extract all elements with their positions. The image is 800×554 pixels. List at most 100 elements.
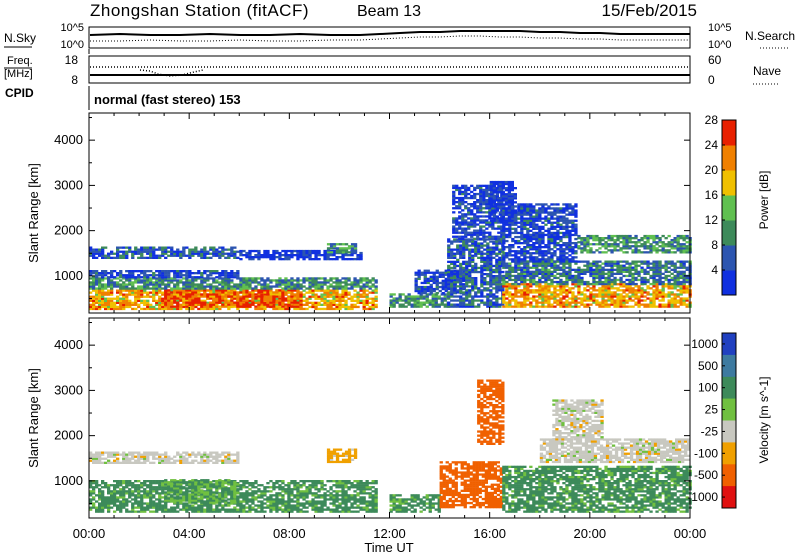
data-cell bbox=[616, 243, 620, 246]
data-cell bbox=[550, 235, 554, 239]
data-cell bbox=[520, 235, 524, 239]
data-cell bbox=[356, 281, 360, 284]
data-cell bbox=[604, 237, 608, 240]
data-cell bbox=[592, 276, 596, 280]
data-cell bbox=[420, 289, 424, 293]
data-cell bbox=[625, 287, 629, 290]
data-cell bbox=[368, 279, 372, 282]
data-cell bbox=[462, 262, 466, 266]
data-cell bbox=[550, 278, 554, 282]
data-cell bbox=[158, 277, 162, 280]
data-cell bbox=[242, 281, 246, 284]
data-cell bbox=[679, 272, 683, 275]
data-cell bbox=[182, 285, 186, 288]
data-cell bbox=[170, 297, 174, 300]
data-cell bbox=[631, 251, 635, 254]
data-cell bbox=[604, 251, 608, 254]
data-cell bbox=[341, 249, 346, 252]
data-cell bbox=[134, 250, 138, 253]
data-cell bbox=[598, 276, 602, 280]
data-cell bbox=[359, 256, 363, 259]
data-cell bbox=[143, 285, 147, 288]
data-cell bbox=[212, 279, 216, 282]
data-cell bbox=[538, 283, 542, 286]
data-cell bbox=[505, 246, 509, 249]
data-cell bbox=[682, 272, 686, 275]
data-cell bbox=[649, 268, 653, 271]
data-cell bbox=[637, 241, 641, 244]
data-cell bbox=[353, 305, 357, 309]
data-cell bbox=[230, 295, 234, 298]
data-cell bbox=[502, 276, 506, 280]
data-cell bbox=[658, 274, 662, 278]
data-cell bbox=[532, 237, 536, 241]
data-cell bbox=[508, 278, 512, 282]
data-cell bbox=[586, 262, 590, 265]
data-cell bbox=[305, 287, 309, 290]
data-cell bbox=[526, 285, 530, 288]
data-cell bbox=[553, 209, 557, 212]
data-cell bbox=[95, 293, 99, 296]
data-cell bbox=[483, 248, 487, 251]
data-cell bbox=[245, 285, 249, 288]
data-cell bbox=[101, 301, 105, 304]
data-cell bbox=[143, 283, 147, 286]
data-cell bbox=[212, 285, 216, 288]
data-cell bbox=[679, 276, 683, 280]
data-cell bbox=[532, 231, 536, 235]
data-cell bbox=[652, 278, 656, 282]
data-cell bbox=[131, 301, 135, 304]
data-cell bbox=[574, 280, 578, 284]
data-cell bbox=[502, 266, 506, 269]
data-cell bbox=[329, 254, 333, 257]
data-cell bbox=[498, 273, 502, 276]
data-cell bbox=[511, 274, 515, 278]
data-cell bbox=[296, 251, 300, 255]
data-cell bbox=[464, 219, 468, 222]
data-cell bbox=[477, 244, 481, 247]
data-cell bbox=[164, 301, 168, 304]
data-cell bbox=[610, 234, 614, 238]
data-cell bbox=[450, 285, 454, 288]
data-cell bbox=[565, 282, 569, 286]
data-cell bbox=[532, 209, 536, 212]
data-cell bbox=[523, 287, 527, 290]
data-cell bbox=[495, 242, 499, 245]
data-cell bbox=[601, 285, 605, 288]
data-cell bbox=[577, 289, 581, 292]
data-cell bbox=[559, 254, 563, 257]
data-cell bbox=[535, 217, 539, 220]
data-cell bbox=[526, 203, 530, 206]
data-cell bbox=[495, 291, 499, 294]
data-cell bbox=[640, 278, 644, 282]
data-cell bbox=[356, 279, 360, 282]
data-cell bbox=[622, 297, 626, 300]
data-cell bbox=[140, 270, 144, 273]
data-cell bbox=[637, 297, 641, 300]
data-cell bbox=[185, 246, 189, 249]
data-cell bbox=[479, 237, 483, 240]
data-cell bbox=[652, 289, 656, 292]
data-cell bbox=[194, 277, 198, 280]
data-cell bbox=[520, 205, 524, 208]
data-cell bbox=[317, 285, 321, 288]
data-cell bbox=[559, 303, 563, 306]
data-cell bbox=[242, 299, 246, 302]
data-cell bbox=[505, 239, 509, 243]
data-cell bbox=[486, 281, 490, 284]
data-cell bbox=[101, 254, 105, 257]
data-cell bbox=[670, 276, 674, 280]
data-cell bbox=[541, 258, 545, 261]
data-cell bbox=[212, 270, 216, 273]
data-cell bbox=[547, 299, 551, 302]
data-cell bbox=[299, 254, 303, 257]
data-cell bbox=[592, 295, 596, 298]
data-cell bbox=[239, 291, 243, 294]
data-cell bbox=[574, 260, 578, 263]
data-cell bbox=[251, 291, 255, 294]
data-cell bbox=[559, 301, 563, 304]
data-cell bbox=[559, 291, 563, 294]
data-cell bbox=[134, 246, 138, 249]
data-cell bbox=[598, 260, 602, 263]
